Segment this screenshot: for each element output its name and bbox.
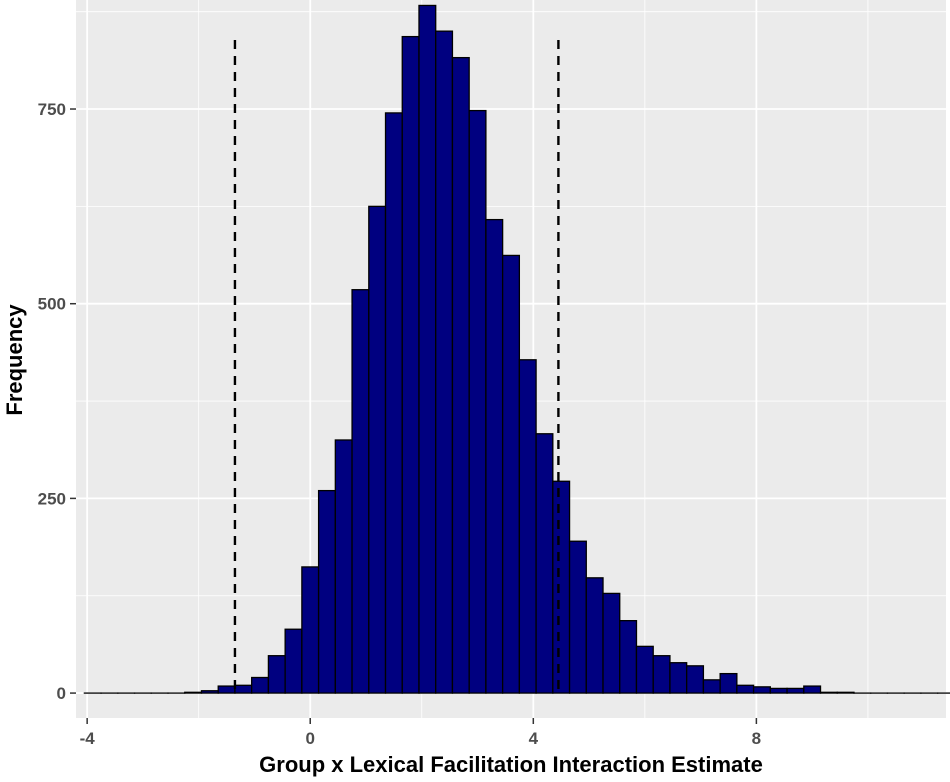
histogram-bar <box>284 628 303 694</box>
histogram-bar <box>451 56 470 694</box>
histogram-bar <box>384 112 403 694</box>
histogram-bar <box>435 30 454 694</box>
histogram-bar <box>401 35 420 694</box>
histogram-bar <box>518 359 537 694</box>
histogram-bar <box>686 665 705 694</box>
x-tick-label: 0 <box>305 729 314 748</box>
x-axis-ticks: -4 0 4 8 <box>80 718 761 748</box>
histogram-bar <box>635 645 654 694</box>
histogram-bar <box>752 686 771 694</box>
histogram-bar <box>619 620 638 694</box>
histogram-bar <box>501 254 521 694</box>
histogram-bar <box>535 433 554 694</box>
histogram-bar <box>200 690 219 694</box>
histogram-bar <box>669 662 688 694</box>
x-axis-title: Group x Lexical Facilitation Interaction… <box>259 752 763 777</box>
y-tick-label: 250 <box>38 489 66 508</box>
histogram-bar <box>585 577 604 694</box>
histogram-bar <box>736 684 755 694</box>
y-tick-label: 0 <box>57 684 66 703</box>
histogram-bar <box>368 205 387 694</box>
x-tick-label: 8 <box>752 729 761 748</box>
histogram-bar <box>217 685 236 694</box>
histogram-bar <box>719 672 738 694</box>
histogram-bars <box>83 4 950 694</box>
x-tick-label: 4 <box>529 729 539 748</box>
histogram-bar <box>251 676 270 694</box>
y-tick-label: 750 <box>38 100 66 119</box>
histogram-bar <box>317 489 336 694</box>
histogram-bar <box>184 691 203 694</box>
histogram-bar <box>602 592 621 694</box>
y-axis-title: Frequency <box>2 304 27 416</box>
histogram-bar <box>234 684 253 694</box>
histogram-bar <box>652 655 671 694</box>
histogram-bar <box>485 218 504 694</box>
x-tick-label: -4 <box>80 729 96 748</box>
reference-lines <box>233 40 560 694</box>
histogram-bar <box>568 540 587 694</box>
histogram-bar <box>836 691 855 694</box>
histogram-bar <box>418 4 437 694</box>
histogram-bar <box>267 655 286 694</box>
histogram-bar <box>301 566 320 694</box>
histogram-bar <box>552 480 571 694</box>
histogram-bar <box>769 687 788 694</box>
histogram-bar <box>803 685 822 694</box>
histogram-bar <box>819 691 838 694</box>
histogram-bar <box>468 109 487 694</box>
histogram-bar <box>786 687 805 694</box>
y-tick-label: 500 <box>38 295 66 314</box>
histogram-bar <box>334 439 353 694</box>
histogram-bar <box>351 289 370 694</box>
histogram-bar <box>702 679 721 694</box>
y-axis-ticks: 0 250 500 750 <box>38 100 76 703</box>
